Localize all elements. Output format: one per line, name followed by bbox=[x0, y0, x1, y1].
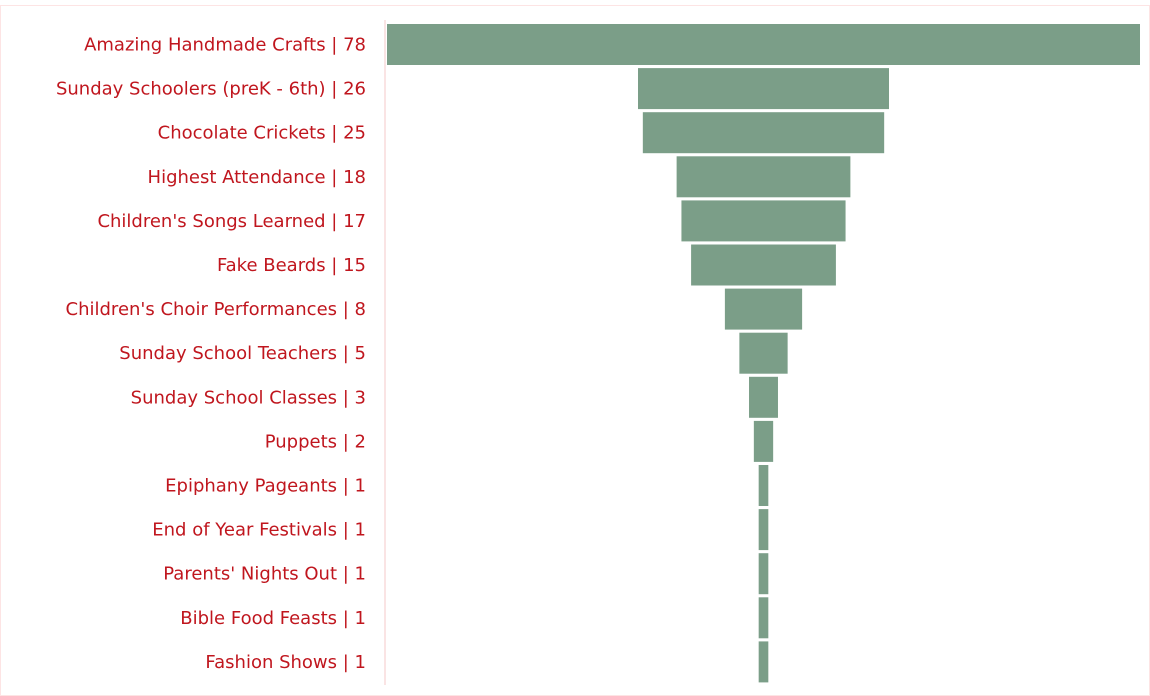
bar bbox=[758, 597, 769, 639]
category-label: Parents' Nights Out | 1 bbox=[163, 564, 366, 585]
bar bbox=[681, 200, 846, 242]
category-label: Fake Beards | 15 bbox=[217, 255, 366, 276]
bar bbox=[642, 112, 885, 154]
bar bbox=[749, 376, 778, 418]
bar bbox=[758, 465, 769, 506]
category-label: Amazing Handmade Crafts | 78 bbox=[84, 35, 366, 56]
bar bbox=[753, 420, 774, 462]
category-label: Sunday School Classes | 3 bbox=[131, 387, 366, 408]
category-label: Fashion Shows | 1 bbox=[205, 652, 366, 673]
category-label: Epiphany Pageants | 1 bbox=[165, 476, 366, 497]
category-label: Sunday School Teachers | 5 bbox=[119, 343, 366, 364]
category-label: Bible Food Feasts | 1 bbox=[180, 608, 366, 629]
category-label: Puppets | 2 bbox=[265, 431, 366, 452]
bar bbox=[758, 553, 769, 595]
category-label: Sunday Schoolers (preK - 6th) | 26 bbox=[56, 79, 366, 100]
bar bbox=[691, 244, 836, 286]
bar bbox=[638, 68, 889, 110]
bar bbox=[387, 24, 1140, 65]
bar bbox=[676, 156, 851, 198]
bar bbox=[724, 288, 803, 330]
category-label: End of Year Festivals | 1 bbox=[152, 520, 366, 541]
bar bbox=[758, 641, 769, 683]
category-label: Highest Attendance | 18 bbox=[148, 167, 366, 188]
bar bbox=[739, 332, 788, 374]
category-label: Chocolate Crickets | 25 bbox=[158, 123, 366, 144]
category-label: Children's Songs Learned | 17 bbox=[97, 211, 366, 232]
category-label: Children's Choir Performances | 8 bbox=[66, 299, 366, 320]
bar bbox=[758, 509, 769, 551]
